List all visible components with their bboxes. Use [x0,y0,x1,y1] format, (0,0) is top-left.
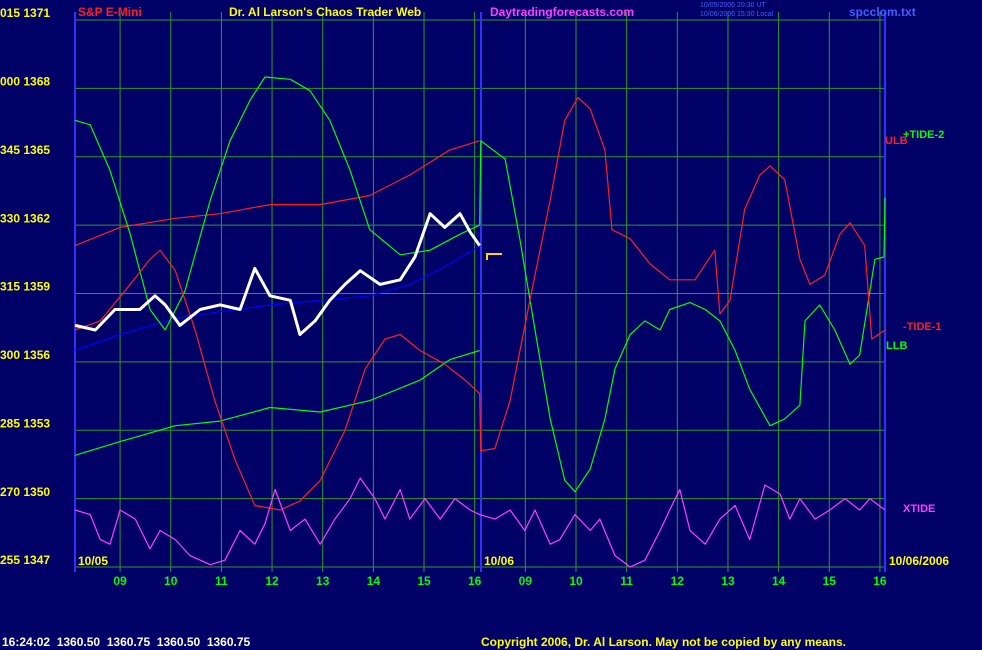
x-tick-label: 10 [569,574,583,588]
date-label: 10/06 [484,554,514,568]
x-tick-label: 15 [823,574,837,588]
series-line [74,140,480,247]
x-tick-label: 09 [113,574,127,588]
timestamp: 10/05/2006 20:30 UT [700,2,766,9]
symbol: S&P E-Mini [78,5,142,19]
annotation: +TIDE-2 [903,129,944,141]
x-tick-label: 11 [215,574,228,588]
site: Daytradingforecasts.com [490,5,634,19]
grid [75,12,885,572]
y-tick-label: 330 1362 [0,211,50,225]
annotation: -TIDE-1 [903,321,942,333]
status-bar: 16:24:02 1360.50 1360.75 1360.50 1360.75 [2,635,251,649]
y-tick-label: 285 1353 [0,416,50,430]
y-tick-label: 015 1371 [0,6,50,20]
annotation: ULB [885,135,908,147]
annotation: LLB [886,340,907,352]
series-line [74,96,886,511]
x-tick-label: 13 [721,574,735,588]
series [74,76,886,568]
date-label: 10/05 [78,554,108,568]
y-tick-label: 255 1347 [0,553,50,567]
y-tick-label: 345 1365 [0,143,50,157]
y-tick-label: 000 1368 [0,75,50,89]
file-name: spcclom.txt [849,5,916,19]
y-tick-label: 315 1359 [0,280,50,294]
series-line [74,349,480,456]
x-tick-label: 12 [265,574,279,588]
x-tick-label: 14 [772,574,786,588]
x-tick-label: 12 [671,574,685,588]
x-tick-label: 15 [417,574,431,588]
series-line [74,245,481,352]
chart-title: Dr. Al Larson's Chaos Trader Web [229,5,421,19]
annotation: XTIDE [903,503,935,515]
x-tick-label: 14 [367,574,381,588]
x-tick-label: 10 [164,574,178,588]
x-tick-label: 11 [620,574,633,588]
y-tick-label: 270 1350 [0,485,50,499]
date-label: 10/06/2006 [889,554,949,568]
timestamp: 10/06/2006 15:30 Local [700,11,774,18]
x-tick-label: 13 [316,574,330,588]
y-tick-label: 300 1356 [0,348,50,362]
series-line [74,477,886,568]
forecast-marker [486,253,502,260]
series-line [74,212,481,336]
x-tick-label: 16 [873,574,887,588]
x-tick-label: 09 [519,574,533,588]
copyright: Copyright 2006, Dr. Al Larson. May not b… [481,635,846,649]
x-tick-label: 16 [468,574,482,588]
series-line [74,76,886,493]
